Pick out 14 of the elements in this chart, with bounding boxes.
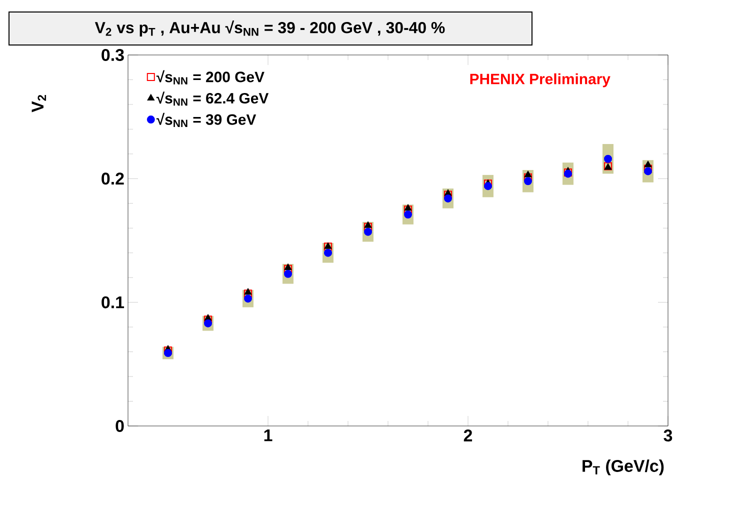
y-tick-label: 0: [116, 420, 124, 432]
y-axis-title: V$_{2}$: [32, 94, 46, 112]
x-tick-label: 3: [664, 430, 672, 442]
y-tick-label: 0.3: [102, 48, 124, 61]
x-tick-label: 2: [464, 430, 472, 442]
x-axis-title: P$_{T}$ (GeV/c): [582, 460, 664, 476]
legend-label: √s$_{NN}$ = 62.4 GeV: [156, 92, 269, 106]
legend-label: √s$_{NN}$ = 39 GeV: [156, 112, 256, 127]
y-tick-label: 0.2: [102, 172, 124, 185]
legend-label: √s$_{NN}$ = 200 GeV: [156, 70, 264, 84]
chart-title: V$_{2}$ vs p$_{T}$ , Au+Au √s$_{NN}$ = 39 - 200 GeV , 30-40 %: [94, 20, 445, 36]
annotation: PHENIX Preliminary: [470, 73, 610, 88]
x-tick-label: 1: [264, 430, 272, 442]
y-tick-label: 0.1: [102, 296, 124, 308]
